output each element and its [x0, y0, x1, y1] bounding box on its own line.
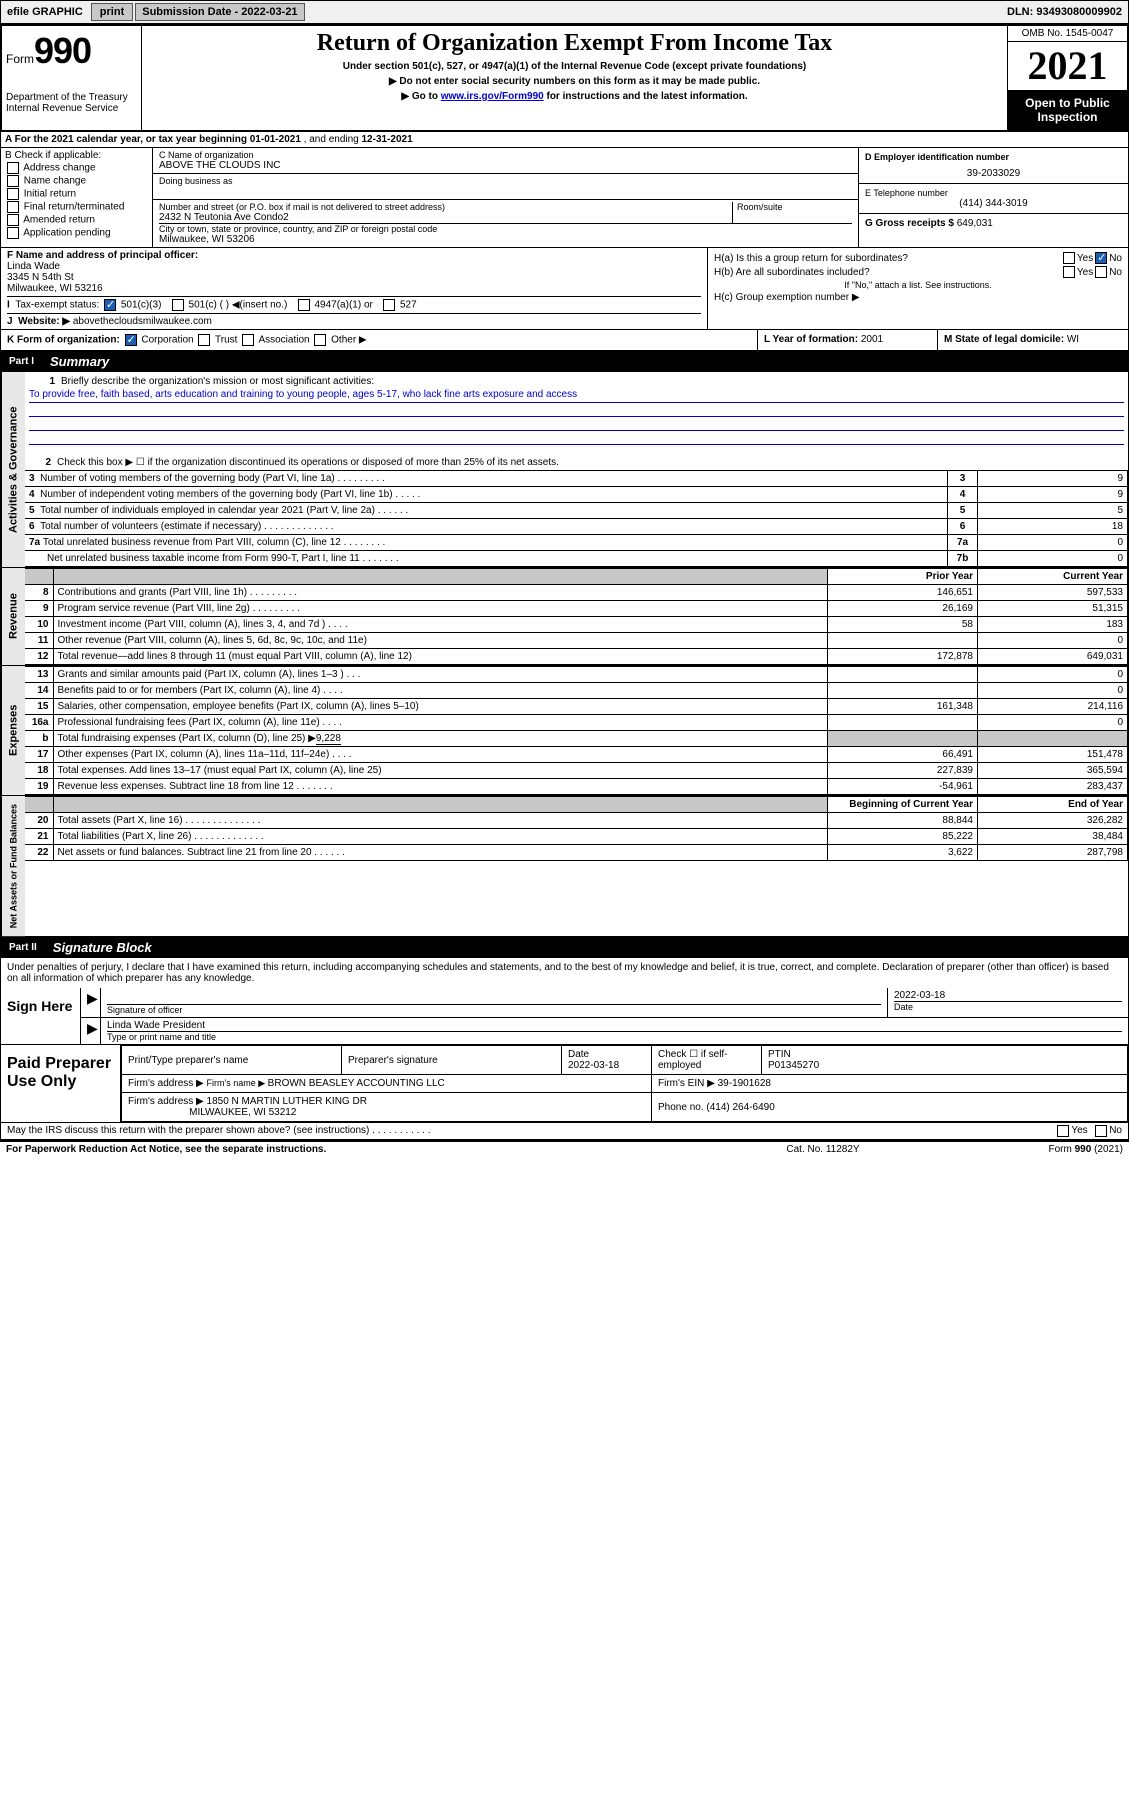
- chk-501c3[interactable]: [104, 299, 116, 311]
- page-footer: For Paperwork Reduction Act Notice, see …: [0, 1140, 1129, 1157]
- row-a-tax-year: A For the 2021 calendar year, or tax yea…: [0, 132, 1129, 148]
- year-formation: 2001: [861, 334, 883, 345]
- state-domicile: WI: [1067, 334, 1079, 345]
- sidetab-activities: Activities & Governance: [1, 372, 25, 567]
- section-klm: K Form of organization: Corporation Trus…: [0, 330, 1129, 351]
- sidetab-revenue: Revenue: [1, 568, 25, 665]
- firm-phone: (414) 264-6490: [706, 1102, 774, 1113]
- section-bcde: B Check if applicable: Address change Na…: [0, 148, 1129, 248]
- paid-preparer-block: Paid Preparer Use Only Print/Type prepar…: [0, 1045, 1129, 1123]
- chk-initial-return[interactable]: Initial return: [5, 188, 148, 200]
- header-title-block: Return of Organization Exempt From Incom…: [142, 26, 1007, 130]
- mission-text: To provide free, faith based, arts educa…: [29, 389, 1124, 403]
- l3-val: 9: [978, 471, 1128, 487]
- officer-name: Linda Wade: [7, 261, 701, 272]
- column-c-org-name: C Name of organization ABOVE THE CLOUDS …: [153, 148, 858, 247]
- chk-ha-no[interactable]: [1095, 252, 1107, 264]
- org-name: ABOVE THE CLOUDS INC: [159, 160, 852, 171]
- activities-governance-block: Activities & Governance 1Briefly describ…: [0, 372, 1129, 568]
- public-inspection-badge: Open to Public Inspection: [1008, 90, 1127, 130]
- net-assets-block: Net Assets or Fund Balances Beginning of…: [0, 796, 1129, 937]
- l5-val: 5: [978, 503, 1128, 519]
- dln: DLN: 93493080009902: [1007, 6, 1128, 18]
- room-suite: Room/suite: [732, 202, 852, 223]
- print-button[interactable]: print: [91, 3, 133, 21]
- form-number: 990: [34, 30, 91, 71]
- chk-final-return[interactable]: Final return/terminated: [5, 201, 148, 213]
- net-assets-table: Beginning of Current YearEnd of Year 20T…: [25, 796, 1128, 861]
- form-subtitle: Under section 501(c), 527, or 4947(a)(1)…: [146, 61, 1003, 72]
- ptin: P01345270: [768, 1060, 819, 1071]
- header-left: Form990 Department of the Treasury Inter…: [2, 26, 142, 130]
- telephone: (414) 344-3019: [865, 198, 1122, 209]
- sign-here-label: Sign Here: [1, 988, 81, 1044]
- l7a-val: 0: [978, 535, 1128, 551]
- header-right: OMB No. 1545-0047 2021 Open to Public In…: [1007, 26, 1127, 130]
- section-f-h: F Name and address of principal officer:…: [0, 248, 1129, 330]
- chk-hb-yes[interactable]: [1063, 266, 1075, 278]
- expenses-block: Expenses 13Grants and similar amounts pa…: [0, 666, 1129, 796]
- chk-discuss-yes[interactable]: [1057, 1125, 1069, 1137]
- street-address: 2432 N Teutonia Ave Condo2: [159, 212, 732, 223]
- revenue-table: Prior YearCurrent Year 8Contributions an…: [25, 568, 1128, 665]
- chk-501c[interactable]: [172, 299, 184, 311]
- omb-number: OMB No. 1545-0047: [1008, 26, 1127, 42]
- cat-no: Cat. No. 11282Y: [723, 1144, 923, 1155]
- perjury-declaration: Under penalties of perjury, I declare th…: [1, 958, 1128, 988]
- chk-name-change[interactable]: Name change: [5, 175, 148, 187]
- chk-ha-yes[interactable]: [1063, 252, 1075, 264]
- paid-preparer-label: Paid Preparer Use Only: [1, 1045, 121, 1122]
- chk-assoc[interactable]: [242, 334, 254, 346]
- signature-block: Under penalties of perjury, I declare th…: [0, 958, 1129, 1045]
- chk-discuss-no[interactable]: [1095, 1125, 1107, 1137]
- revenue-block: Revenue Prior YearCurrent Year 8Contribu…: [0, 568, 1129, 666]
- irs-label: Internal Revenue Service: [6, 103, 137, 114]
- sidetab-net-assets: Net Assets or Fund Balances: [1, 796, 25, 936]
- efile-label: efile GRAPHIC: [1, 4, 89, 20]
- arrow-icon: ▶: [81, 1018, 101, 1044]
- l6-val: 18: [978, 519, 1128, 535]
- part-2-header: Part II Signature Block: [0, 937, 1129, 958]
- chk-app-pending[interactable]: Application pending: [5, 227, 148, 239]
- ein: 39-2033029: [865, 168, 1122, 179]
- discuss-line: May the IRS discuss this return with the…: [0, 1123, 1129, 1140]
- officer-name-title: Linda Wade President: [107, 1020, 1122, 1031]
- chk-other[interactable]: [314, 334, 326, 346]
- city-state-zip: Milwaukee, WI 53206: [159, 234, 852, 245]
- chk-hb-no[interactable]: [1095, 266, 1107, 278]
- expenses-table: 13Grants and similar amounts paid (Part …: [25, 666, 1128, 795]
- irs-link[interactable]: www.irs.gov/Form990: [441, 91, 544, 102]
- chk-address-change[interactable]: Address change: [5, 162, 148, 174]
- tax-year: 2021: [1008, 42, 1127, 90]
- top-toolbar: efile GRAPHIC print Submission Date - 20…: [0, 0, 1129, 24]
- instruction-link: ▶ Go to www.irs.gov/Form990 for instruct…: [146, 91, 1003, 102]
- form-header: Form990 Department of the Treasury Inter…: [0, 24, 1129, 132]
- submission-date: Submission Date - 2022-03-21: [135, 3, 304, 21]
- firm-addr1: 1850 N MARTIN LUTHER KING DR: [207, 1096, 367, 1107]
- form-title: Return of Organization Exempt From Incom…: [146, 30, 1003, 57]
- governance-table: 3 Number of voting members of the govern…: [25, 470, 1128, 567]
- sign-date: 2022-03-18: [894, 990, 1122, 1001]
- chk-527[interactable]: [383, 299, 395, 311]
- dept-treasury: Department of the Treasury: [6, 92, 137, 103]
- firm-name: BROWN BEASLEY ACCOUNTING LLC: [268, 1078, 445, 1089]
- firm-addr2: MILWAUKEE, WI 53212: [189, 1107, 296, 1118]
- arrow-icon: ▶: [81, 988, 101, 1017]
- firm-ein: 39-1901628: [718, 1078, 771, 1089]
- form-foot: Form 990 (2021): [923, 1144, 1123, 1155]
- chk-trust[interactable]: [198, 334, 210, 346]
- column-b-checkboxes: B Check if applicable: Address change Na…: [1, 148, 153, 247]
- l7b-val: 0: [978, 551, 1128, 567]
- gross-receipts: 649,031: [957, 218, 993, 229]
- sidetab-expenses: Expenses: [1, 666, 25, 795]
- instruction-ssn: ▶ Do not enter social security numbers o…: [146, 76, 1003, 87]
- l4-val: 9: [978, 487, 1128, 503]
- column-de: D Employer identification number 39-2033…: [858, 148, 1128, 247]
- part-1-header: Part I Summary: [0, 351, 1129, 372]
- chk-corp[interactable]: [125, 334, 137, 346]
- website: abovethecloudsmilwaukee.com: [73, 316, 212, 327]
- chk-amended[interactable]: Amended return: [5, 214, 148, 226]
- chk-4947[interactable]: [298, 299, 310, 311]
